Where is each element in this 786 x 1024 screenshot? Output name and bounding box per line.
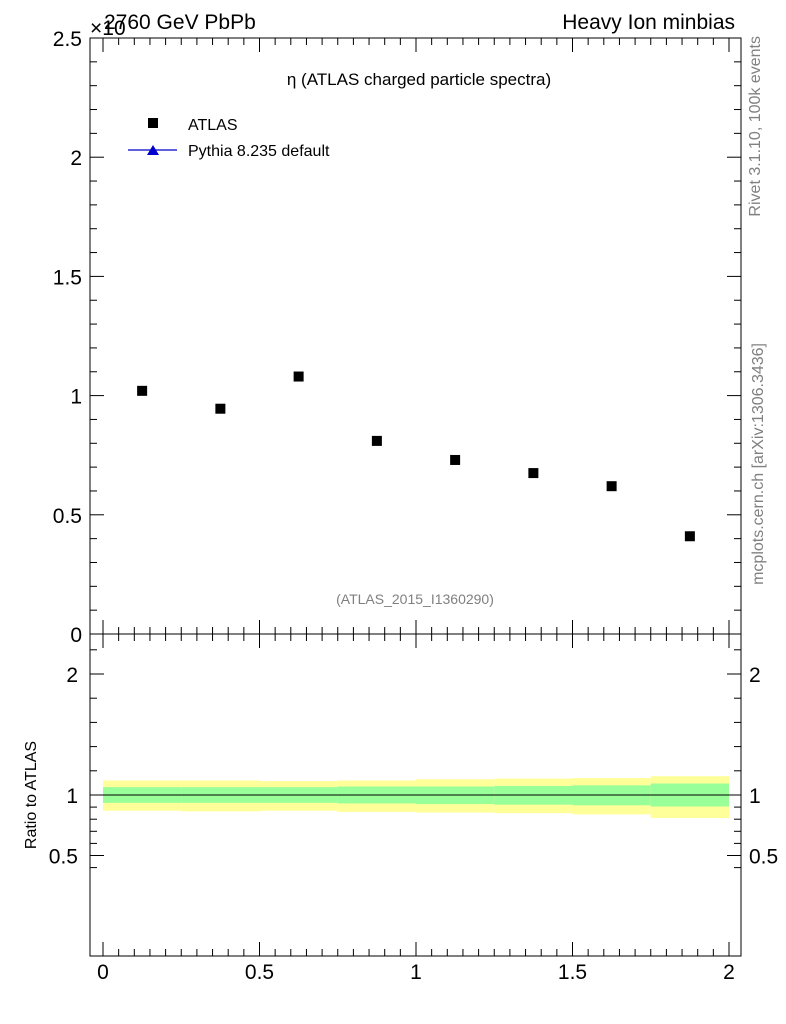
legend: ATLAS Pythia 8.235 default bbox=[128, 117, 330, 160]
atlas-data-point bbox=[371, 435, 382, 446]
ratio-ytick-label-right: 2 bbox=[749, 664, 761, 687]
legend-label-atlas: ATLAS bbox=[188, 117, 238, 134]
ratio-xtick-label: 0 bbox=[97, 961, 109, 984]
ratio-ytick-label-right: 0.5 bbox=[749, 846, 778, 869]
main-ytick-label: 2 bbox=[70, 147, 82, 170]
main-ytick-label: 1.5 bbox=[53, 266, 82, 289]
ratio-xtick-label: 1.5 bbox=[558, 961, 587, 984]
ratio-ylabel: Ratio to ATLAS bbox=[23, 741, 40, 849]
legend-marker-pythia bbox=[147, 145, 159, 155]
ratio-xtick-label: 2 bbox=[723, 961, 735, 984]
main-ytick-label: 0 bbox=[70, 624, 82, 647]
legend-label-pythia: Pythia 8.235 default bbox=[188, 143, 330, 160]
chart-title: η (ATLAS charged particle spectra) bbox=[287, 70, 551, 89]
header-right: Heavy Ion minbias bbox=[562, 11, 735, 34]
ratio-xtick-label: 0.5 bbox=[245, 961, 274, 984]
ratio-panel: 0.5 0.5 1 1 2 2 0 0.5 1 1.5 2 bbox=[49, 633, 778, 984]
atlas-data-point bbox=[606, 481, 617, 492]
atlas-data-point bbox=[215, 403, 226, 414]
ratio-ytick-label: 0.5 bbox=[49, 846, 78, 869]
atlas-data-point bbox=[528, 468, 539, 479]
ratio-ytick-label: 1 bbox=[66, 785, 78, 808]
atlas-data-point bbox=[137, 385, 148, 396]
ratio-ytick-label: 2 bbox=[66, 664, 78, 687]
main-ytick-label: 2.5 bbox=[53, 28, 82, 51]
exponent-label: ×10 bbox=[90, 17, 126, 40]
rivet-label: Rivet 3.1.10, 100k events bbox=[747, 36, 764, 217]
legend-marker-atlas bbox=[148, 118, 158, 128]
ratio-xtick-label: 1 bbox=[410, 961, 422, 984]
mcplots-label: mcplots.cern.ch [arXiv:1306.3436] bbox=[750, 343, 767, 585]
atlas-data-point bbox=[293, 371, 304, 382]
header-left: 2760 GeV PbPb bbox=[104, 11, 256, 34]
main-ytick-label: 1 bbox=[70, 386, 82, 409]
analysis-tag: (ATLAS_2015_I1360290) bbox=[336, 591, 494, 607]
atlas-data-point bbox=[684, 531, 695, 542]
atlas-data-point bbox=[450, 454, 461, 465]
ratio-ytick-label-right: 1 bbox=[749, 785, 761, 808]
main-ytick-label: 0.5 bbox=[53, 505, 82, 528]
